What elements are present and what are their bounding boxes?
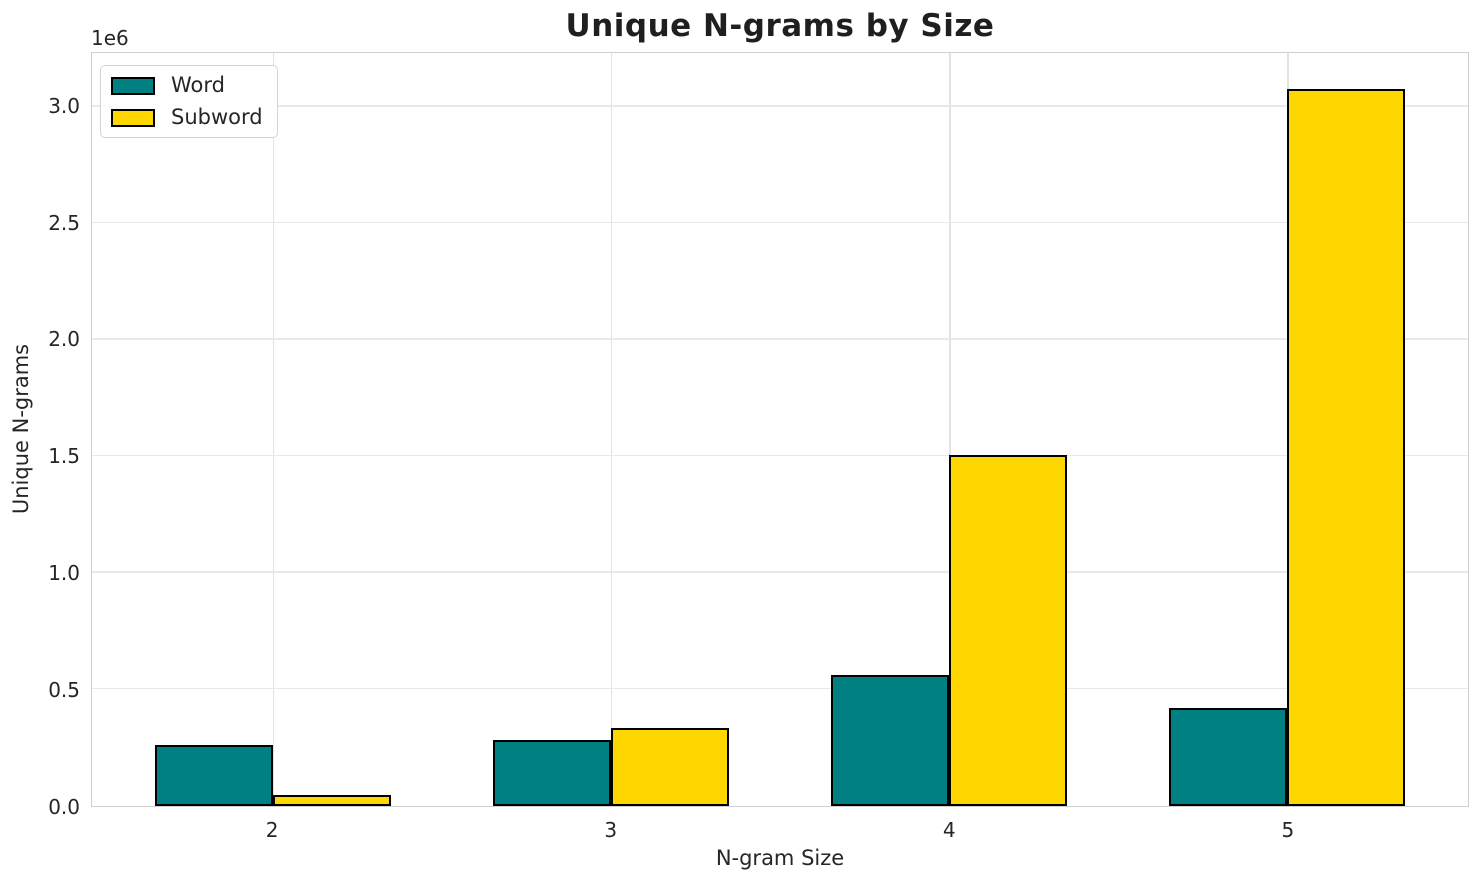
y-tick-label: 1.0 xyxy=(48,561,80,586)
y-tick-label: 1.5 xyxy=(48,444,80,469)
y-axis-label: Unique N-grams xyxy=(9,343,33,515)
bar-subword-3 xyxy=(610,728,730,806)
legend-item-subword: Subword xyxy=(111,106,263,129)
horizontal-gridline xyxy=(92,105,1468,107)
x-tick-label: 4 xyxy=(942,818,956,842)
y-tick-label: 2.5 xyxy=(48,210,80,235)
y-tick-label: 3.0 xyxy=(48,93,80,118)
legend-item-word: Word xyxy=(111,74,263,97)
bar-word-5 xyxy=(1168,707,1288,806)
horizontal-gridline xyxy=(92,221,1468,224)
vertical-gridline xyxy=(610,53,613,806)
bar-word-4 xyxy=(830,675,950,806)
chart-title: Unique N-grams by Size xyxy=(565,8,995,44)
horizontal-gridline xyxy=(92,687,1468,690)
horizontal-gridline xyxy=(92,338,1468,340)
bar-subword-4 xyxy=(949,454,1068,806)
x-tick-label: 3 xyxy=(604,818,618,842)
bar-word-2 xyxy=(154,744,273,806)
plot-area xyxy=(91,52,1469,807)
vertical-gridline xyxy=(949,53,951,806)
y-axis-offset-label: 1e6 xyxy=(91,26,129,50)
y-tick-label: 0.0 xyxy=(48,795,80,819)
x-axis-label: N-gram Size xyxy=(715,846,845,870)
y-tick-label: 0.5 xyxy=(48,678,80,703)
word-series-swatch xyxy=(111,76,155,95)
horizontal-gridline xyxy=(92,571,1468,573)
bar-subword-2 xyxy=(272,794,392,806)
legend-label-subword: Subword xyxy=(171,105,263,129)
legend: Word Subword xyxy=(100,65,278,138)
y-tick-label: 2.0 xyxy=(48,327,80,352)
legend-label-word: Word xyxy=(171,73,225,97)
x-tick-label: 5 xyxy=(1281,818,1295,842)
vertical-gridline xyxy=(272,53,275,806)
bar-word-3 xyxy=(492,739,611,806)
bar-subword-5 xyxy=(1287,88,1406,806)
x-tick-label: 2 xyxy=(265,818,279,842)
horizontal-gridline xyxy=(92,454,1468,457)
subword-series-swatch xyxy=(111,108,155,127)
